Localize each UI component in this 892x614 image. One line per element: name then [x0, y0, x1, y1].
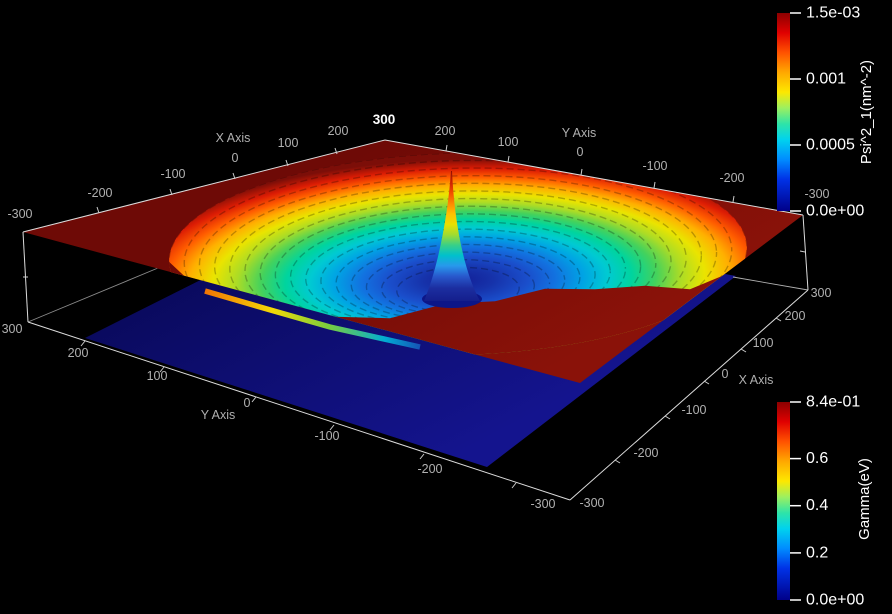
axis-tick-label: 200	[435, 124, 456, 138]
colorbar-tick-label: 8.4e-01	[806, 394, 860, 411]
axis-tick-label: 200	[68, 346, 89, 360]
colorbar-gamma-gradient	[777, 402, 790, 600]
axis-tick-label: -100	[681, 403, 706, 417]
axis-title-y-bottom: Y Axis	[201, 408, 236, 422]
axis-tick	[775, 317, 782, 322]
axis-tick-label: 200	[785, 309, 806, 323]
surface-psi2[interactable]	[23, 140, 803, 383]
colorbar-tick-label: 0.0e+00	[806, 203, 864, 220]
colorbar-tick-label: 0.0e+00	[806, 592, 864, 609]
axis-tick-label: 100	[753, 336, 774, 350]
axis-tick	[740, 348, 747, 353]
axis-tick-label: 0	[232, 151, 239, 165]
colorbar-tick-label: 1.5e-03	[806, 5, 860, 22]
axis-tick	[580, 168, 583, 176]
axis-tick-label: 100	[498, 135, 519, 149]
axis-tick-label: 0	[244, 396, 251, 410]
axis-line	[22, 139, 386, 233]
hidden-box-edge-right	[732, 276, 809, 291]
axis-tick-label: -200	[719, 171, 744, 185]
axis-tick	[285, 159, 289, 167]
axis-tick	[511, 482, 517, 489]
axis-tick	[251, 396, 257, 403]
axis-tick	[732, 195, 735, 203]
axis-tick-label: 200	[328, 124, 349, 138]
axis-tick	[664, 415, 671, 420]
colorbar-gamma[interactable]: 8.4e-01 0.6 0.4 0.2 0.0e+00 Gamma(eV)	[777, 394, 873, 609]
axis-tick-label: -200	[87, 186, 112, 200]
axis-tick	[703, 380, 710, 385]
colorbar-psi-gradient	[777, 13, 790, 211]
colorbar-tick-label: 0.4	[806, 497, 828, 514]
crater-underspill	[204, 288, 421, 350]
axis-tick	[169, 188, 173, 196]
axis-tick-label: -100	[642, 159, 667, 173]
axis-line	[802, 214, 809, 291]
colorbar-tick-label: 0.001	[806, 71, 846, 88]
axis-title-x-top: X Axis	[216, 131, 251, 145]
axis-corner-label: 300	[373, 112, 396, 127]
axis-line	[569, 289, 809, 501]
axis-tick-label: -300	[7, 207, 32, 221]
axis-tick-label: -100	[314, 429, 339, 443]
axis-tick	[334, 147, 338, 155]
axis-tick	[80, 340, 86, 347]
axis-tick	[614, 459, 621, 464]
axes-grid	[22, 139, 809, 501]
psi-peak-spike	[424, 171, 480, 301]
axis-tick	[96, 206, 100, 214]
colorbar-title: Gamma(eV)	[856, 458, 873, 540]
hidden-box-edge-left	[27, 267, 159, 323]
axis-tick-label: -100	[160, 167, 185, 181]
axis-line	[384, 139, 804, 216]
axis-tick	[445, 144, 448, 152]
colorbar-psi[interactable]: 1.5e-03 0.001 0.0005 0.0e+00 Psi^2_1(nm^-2)	[777, 5, 875, 220]
axis-tick-label: 300	[811, 286, 832, 300]
colorbar-tick-label: 0.6	[806, 450, 828, 467]
axis-tick-label: -200	[633, 446, 658, 460]
axis-tick-label: 0	[722, 367, 729, 381]
axis-tick	[653, 181, 656, 189]
axis-tick	[159, 366, 165, 373]
axis-tick	[419, 453, 425, 460]
axis-tick	[507, 155, 510, 163]
axis-tick-label: -300	[579, 496, 604, 510]
colorbar-tick-label: 0.0005	[806, 137, 855, 154]
axis-tick-label: -300	[804, 187, 829, 201]
axis-tick-label: -200	[417, 462, 442, 476]
axis-tick	[799, 250, 806, 253]
axis-tick-label: -300	[530, 497, 555, 511]
axis-line	[27, 321, 571, 501]
axis-title-x-bottom: X Axis	[739, 373, 774, 387]
colorbar-tick-label: 0.2	[806, 544, 828, 561]
axis-tick-label: 300	[2, 322, 23, 336]
axis-tick	[329, 424, 335, 431]
axis-tick-label: 100	[147, 369, 168, 383]
axis-title-y-top: Y Axis	[562, 126, 597, 140]
colorbar-title: Psi^2_1(nm^-2)	[858, 60, 875, 164]
axis-tick-label: 100	[278, 136, 299, 150]
axis-tick	[232, 172, 236, 180]
axis-tick-label: 0	[577, 145, 584, 159]
